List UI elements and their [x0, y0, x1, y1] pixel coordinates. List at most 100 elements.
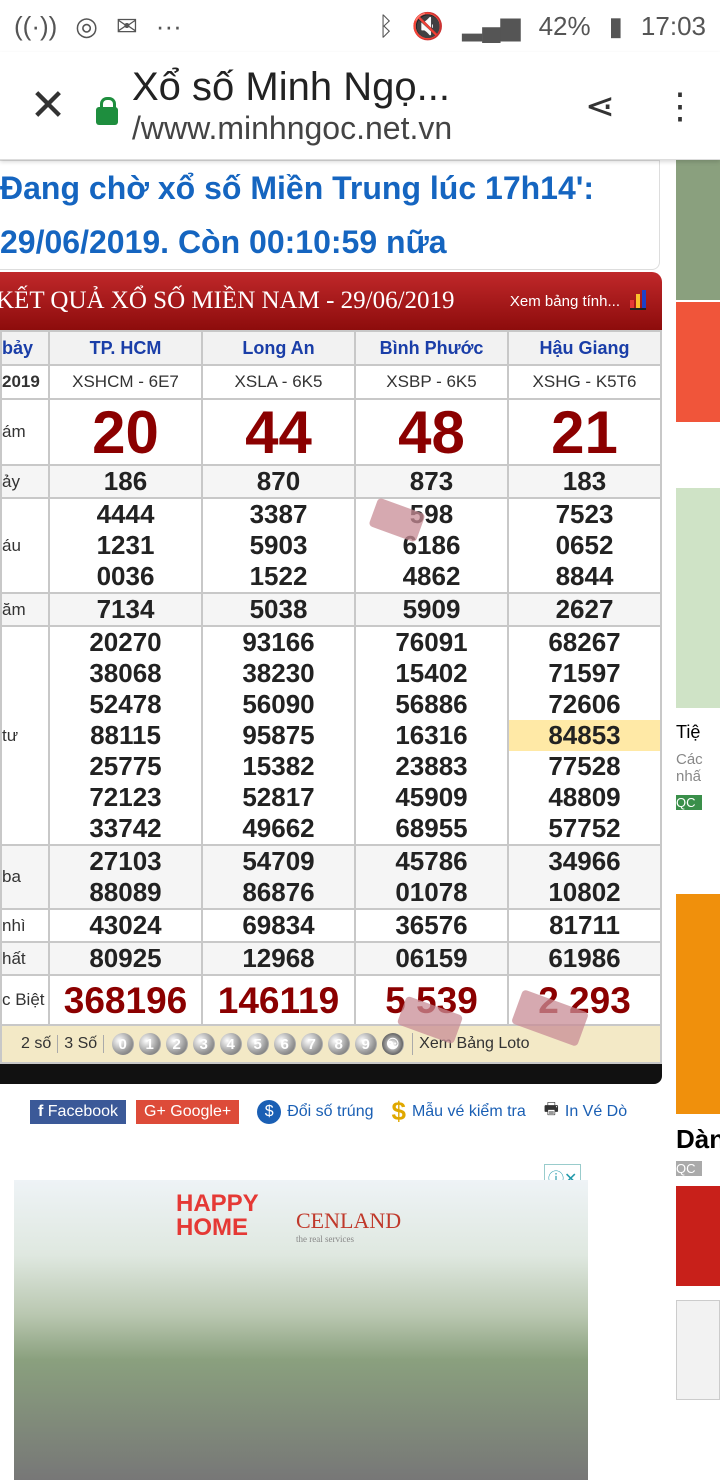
prize-number[interactable]: 43024: [89, 910, 162, 940]
prize-number[interactable]: 5038: [249, 594, 308, 624]
url-box[interactable]: Xổ số Minh Ngọ... /www.minhngoc.net.vn: [132, 65, 560, 147]
prize-number[interactable]: 84853: [509, 720, 660, 751]
prize-number[interactable]: 56886: [395, 689, 468, 719]
prize-number[interactable]: 16316: [395, 720, 468, 750]
side-ad-orange[interactable]: [676, 894, 720, 1114]
prize-number[interactable]: 3387: [249, 499, 308, 529]
prize-number[interactable]: 27103: [89, 846, 162, 876]
prize-number[interactable]: 7523: [555, 499, 614, 529]
prize-number[interactable]: 56090: [242, 689, 315, 719]
side-ad-block[interactable]: [676, 302, 720, 422]
side-ad-doc[interactable]: [676, 1300, 720, 1400]
loto-2-digit[interactable]: 2 số: [15, 1035, 59, 1053]
prize-number[interactable]: 52478: [89, 689, 162, 719]
mau-ve-link[interactable]: $ Mẫu vé kiểm tra: [391, 1096, 525, 1127]
more-menu-icon[interactable]: ⋮: [662, 84, 698, 126]
prize-number[interactable]: 88115: [90, 720, 161, 750]
view-table-link[interactable]: Xem bảng tính...: [510, 290, 646, 310]
prize-number[interactable]: 7134: [96, 594, 155, 624]
yin-yang-icon[interactable]: ☯: [382, 1033, 405, 1055]
prize-number[interactable]: 52817: [242, 782, 315, 812]
prize-number[interactable]: 57752: [548, 813, 621, 843]
prize-number[interactable]: 69834: [242, 910, 315, 940]
prize-number[interactable]: 20270: [89, 627, 162, 657]
province-2[interactable]: Bình Phước: [354, 330, 509, 366]
digit-ball-1[interactable]: 1: [139, 1033, 162, 1055]
prize-number[interactable]: 80925: [89, 943, 162, 973]
in-ve-link[interactable]: 🖶 In Vé Dò: [544, 1098, 627, 1125]
side-ad-red[interactable]: [676, 1186, 720, 1286]
digit-ball-7[interactable]: 7: [301, 1033, 324, 1055]
prize-number[interactable]: 873: [409, 466, 454, 496]
prize-number[interactable]: 72123: [89, 782, 162, 812]
prize-number[interactable]: 72606: [548, 689, 621, 719]
prize-number[interactable]: 61986: [548, 943, 621, 973]
prize-number[interactable]: 10802: [548, 877, 621, 907]
side-ad-wedding[interactable]: [676, 488, 720, 708]
digit-ball-9[interactable]: 9: [355, 1033, 378, 1055]
prize-number[interactable]: 88089: [89, 877, 162, 907]
province-0[interactable]: TP. HCM: [48, 330, 203, 366]
prize-number[interactable]: 0036: [96, 561, 155, 591]
prize-number[interactable]: 368196: [63, 979, 188, 1021]
prize-number[interactable]: 8844: [555, 561, 614, 591]
prize-number[interactable]: 2627: [555, 594, 614, 624]
prize-number[interactable]: 06159: [395, 943, 468, 973]
share-icon[interactable]: ⋖: [584, 84, 616, 126]
province-3[interactable]: Hậu Giang: [507, 330, 662, 366]
prize-number[interactable]: 21: [551, 398, 618, 466]
prize-number[interactable]: 23883: [395, 751, 468, 781]
digit-ball-0[interactable]: 0: [112, 1033, 135, 1055]
province-1[interactable]: Long An: [201, 330, 356, 366]
lock-icon[interactable]: [96, 96, 118, 125]
prize-number[interactable]: 5909: [402, 594, 461, 624]
prize-number[interactable]: 34966: [548, 846, 621, 876]
prize-number[interactable]: 95875: [242, 720, 315, 750]
prize-number[interactable]: 1231: [96, 530, 155, 560]
prize-number[interactable]: 68267: [548, 627, 621, 657]
prize-number[interactable]: 54709: [242, 846, 315, 876]
digit-ball-5[interactable]: 5: [247, 1033, 270, 1055]
prize-number[interactable]: 48809: [548, 782, 621, 812]
prize-number[interactable]: 186: [103, 466, 148, 496]
prize-number[interactable]: 870: [256, 466, 301, 496]
prize-number[interactable]: 76091: [395, 627, 468, 657]
prize-number[interactable]: 5903: [249, 530, 308, 560]
prize-number[interactable]: 81711: [549, 910, 620, 940]
view-loto-link[interactable]: Xem Bảng Loto: [419, 1035, 530, 1052]
prize-number[interactable]: 15382: [242, 751, 315, 781]
prize-number[interactable]: 20: [92, 398, 159, 466]
ad-banner[interactable]: HAPPY HOME CENLAND the real services: [14, 1180, 588, 1480]
prize-number[interactable]: 4862: [402, 561, 461, 591]
prize-number[interactable]: 45786: [395, 846, 468, 876]
prize-number[interactable]: 49662: [242, 813, 315, 843]
side-ad-image[interactable]: [676, 160, 720, 300]
prize-number[interactable]: 33742: [89, 813, 162, 843]
digit-ball-8[interactable]: 8: [328, 1033, 351, 1055]
prize-number[interactable]: 0652: [555, 530, 614, 560]
facebook-button[interactable]: f Facebook: [30, 1099, 127, 1124]
prize-number[interactable]: 45909: [395, 782, 468, 812]
prize-number[interactable]: 183: [562, 466, 607, 496]
prize-number[interactable]: 77528: [548, 751, 621, 781]
digit-ball-4[interactable]: 4: [220, 1033, 243, 1055]
prize-number[interactable]: 68955: [395, 813, 468, 843]
prize-number[interactable]: 6186: [402, 530, 461, 560]
prize-number[interactable]: 93166: [242, 627, 315, 657]
prize-number[interactable]: 44: [245, 398, 312, 466]
digit-ball-3[interactable]: 3: [193, 1033, 216, 1055]
digit-ball-6[interactable]: 6: [274, 1033, 297, 1055]
prize-number[interactable]: 12968: [242, 943, 315, 973]
prize-number[interactable]: 1522: [249, 561, 308, 591]
prize-number[interactable]: 48: [398, 398, 465, 466]
prize-number[interactable]: 86876: [242, 877, 315, 907]
close-icon[interactable]: ✕: [29, 81, 67, 130]
google-plus-button[interactable]: G+ Google+: [136, 1099, 240, 1124]
prize-number[interactable]: 38068: [89, 658, 162, 688]
loto-3-digit[interactable]: 3 Số: [58, 1035, 105, 1053]
doi-so-link[interactable]: $ Đổi số trúng: [257, 1099, 373, 1124]
prize-number[interactable]: 146119: [217, 979, 340, 1021]
prize-number[interactable]: 25775: [89, 751, 162, 781]
prize-number[interactable]: 15402: [395, 658, 468, 688]
prize-number[interactable]: 4444: [96, 499, 155, 529]
